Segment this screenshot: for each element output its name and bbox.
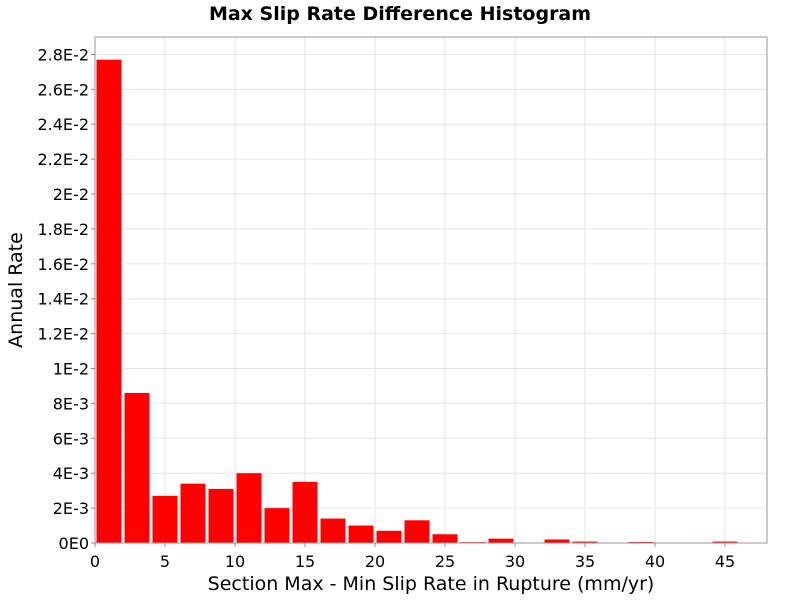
x-tick-label: 35 bbox=[575, 552, 595, 571]
x-tick-label: 40 bbox=[645, 552, 665, 571]
histogram-bar bbox=[96, 59, 122, 543]
x-tick-label: 5 bbox=[160, 552, 170, 571]
histogram-bar bbox=[264, 508, 290, 543]
histogram-bar bbox=[152, 495, 178, 543]
histogram-bar bbox=[320, 518, 346, 543]
histogram-bar bbox=[348, 525, 374, 543]
histogram-bar bbox=[488, 538, 514, 543]
chart-title: Max Slip Rate Difference Histogram bbox=[209, 3, 591, 25]
x-tick-label: 25 bbox=[435, 552, 455, 571]
histogram-bar bbox=[544, 539, 570, 543]
histogram-bar bbox=[712, 541, 738, 543]
histogram-bar bbox=[628, 541, 654, 543]
histogram-bar bbox=[404, 520, 430, 543]
x-tick-label: 15 bbox=[295, 552, 315, 571]
y-tick-label: 2.6E-2 bbox=[37, 80, 89, 99]
histogram-bar bbox=[124, 392, 150, 543]
histogram-bar bbox=[208, 488, 234, 543]
plot-frame bbox=[94, 36, 768, 544]
y-tick-label: 2.2E-2 bbox=[37, 150, 89, 169]
y-tick-label: 2E-2 bbox=[53, 185, 89, 204]
y-tick-label: 0E0 bbox=[59, 534, 89, 553]
y-tick-label: 6E-3 bbox=[53, 429, 89, 448]
bars bbox=[96, 59, 738, 543]
x-tick-label: 20 bbox=[365, 552, 385, 571]
y-tick-label: 1.8E-2 bbox=[37, 220, 89, 239]
histogram-bar bbox=[292, 481, 318, 543]
histogram-bar bbox=[432, 534, 458, 543]
histogram-bar bbox=[572, 541, 598, 543]
y-tick-label: 2.8E-2 bbox=[37, 45, 89, 64]
y-tick-label: 1.6E-2 bbox=[37, 255, 89, 274]
y-tick-label: 1.2E-2 bbox=[37, 325, 89, 344]
grid-lines bbox=[94, 37, 767, 544]
y-tick-label: 4E-3 bbox=[53, 464, 89, 483]
y-tick-label: 1E-2 bbox=[53, 360, 89, 379]
x-tick-label: 0 bbox=[90, 552, 100, 571]
y-tick-label: 1.4E-2 bbox=[37, 290, 89, 309]
y-axis-label: Annual Rate bbox=[5, 232, 27, 348]
y-tick-label: 2E-3 bbox=[53, 499, 89, 518]
x-tick-label: 45 bbox=[715, 552, 735, 571]
y-tick-label: 8E-3 bbox=[53, 394, 89, 413]
y-tick-label: 2.4E-2 bbox=[37, 115, 89, 134]
histogram-bar bbox=[236, 473, 262, 543]
histogram-bar bbox=[180, 483, 206, 543]
x-axis-ticks: 0 5 10 15 20 25 30 35 40 45 bbox=[90, 543, 735, 571]
x-axis-label: Section Max - Min Slip Rate in Rupture (… bbox=[208, 573, 655, 595]
x-tick-label: 10 bbox=[225, 552, 245, 571]
x-tick-label: 30 bbox=[505, 552, 525, 571]
histogram-bar bbox=[376, 530, 402, 543]
y-axis-ticks: 0E0 2E-3 4E-3 6E-3 8E-3 1E-2 1.2E-2 1.4E-2 1.6E-… bbox=[37, 45, 95, 553]
